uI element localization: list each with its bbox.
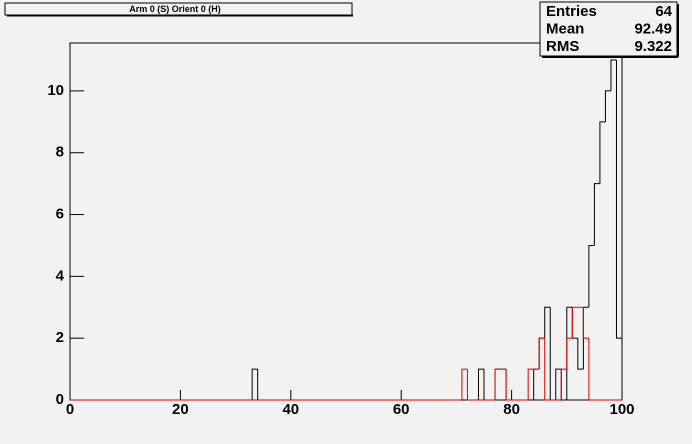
histogram-bin: [466, 369, 473, 401]
x-tick-label: 60: [393, 401, 410, 418]
x-tick-label: 0: [66, 401, 74, 418]
histogram-bin: [610, 59, 617, 91]
histogram-bin: [538, 337, 545, 370]
x-tick-label: 20: [172, 401, 189, 418]
histogram-bin: [599, 121, 606, 184]
histogram-bin: [577, 338, 584, 370]
histogram-bin: [544, 338, 551, 401]
histogram-bin: [505, 369, 512, 401]
y-tick-label: 8: [56, 144, 64, 161]
histogram-bin: [251, 368, 258, 400]
stats-value: 64: [655, 3, 672, 20]
histogram-bin: [555, 368, 562, 400]
histogram-bin: [477, 368, 484, 400]
y-tick-label: 6: [56, 206, 64, 223]
x-tick-label: 40: [282, 401, 299, 418]
y-tick-label: 10: [47, 82, 64, 99]
stats-value: 92.49: [634, 20, 672, 37]
histogram-bin: [494, 368, 501, 400]
histogram-bin: [593, 183, 600, 246]
stats-box: [539, 1, 678, 57]
histogram-bin: [566, 337, 573, 370]
histogram-bin: [615, 60, 623, 400]
chart-title: Arm 0 (S) Orient 0 (H): [129, 4, 221, 14]
stats-label: RMS: [546, 38, 579, 55]
histogram-bin: [461, 368, 468, 400]
y-tick-label: 0: [56, 391, 64, 408]
histogram-bin: [582, 307, 589, 339]
histogram-bin: [571, 306, 578, 339]
histogram-bin: [604, 90, 611, 122]
y-tick-label: 4: [56, 267, 65, 284]
histogram-bin: [588, 338, 595, 401]
x-tick-label: 80: [503, 401, 520, 418]
stats-label: Entries: [546, 3, 597, 20]
histogram-bin: [588, 244, 595, 308]
stats-value: 9.322: [634, 38, 672, 55]
histogram-bin: [544, 306, 551, 339]
stats-label: Mean: [546, 20, 584, 37]
histogram-bin: [527, 368, 534, 400]
y-tick-label: 2: [56, 329, 64, 346]
histogram-bin: [560, 368, 567, 400]
x-tick-label: 100: [609, 401, 634, 418]
